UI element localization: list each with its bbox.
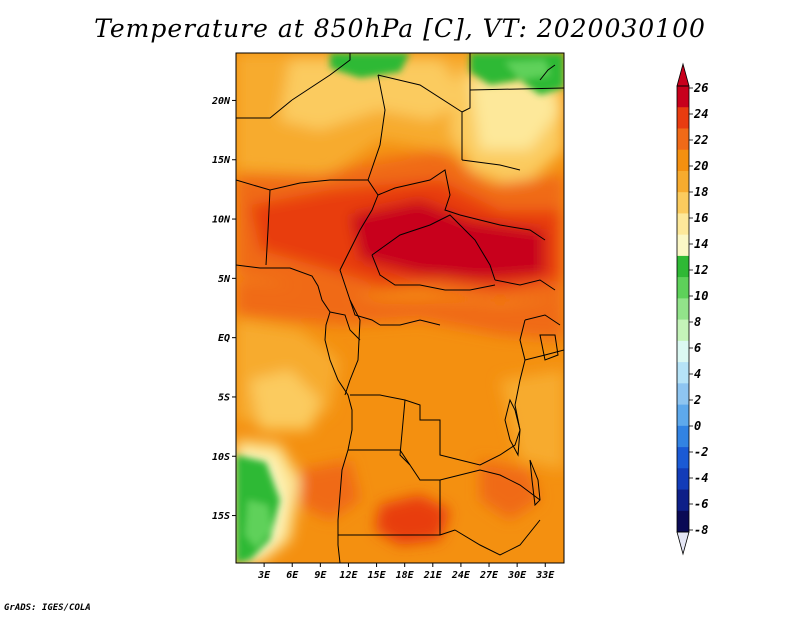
colorbar-swatch: [677, 277, 689, 299]
colorbar-label: -8: [694, 523, 708, 537]
colorbar-label: -6: [694, 497, 708, 511]
colorbar-label: 16: [694, 211, 708, 225]
colorbar-label: -4: [694, 471, 708, 485]
colorbar-swatch: [677, 404, 689, 427]
colorbar-swatch: [677, 107, 689, 129]
colorbar-over-arrow: [676, 62, 690, 87]
lon-tick-label: 30E: [507, 570, 527, 581]
colorbar-label: 10: [694, 289, 708, 303]
lat-tick-label: EQ: [218, 333, 230, 344]
lon-tick-label: 15E: [368, 570, 387, 581]
lon-tick-label: 21E: [423, 570, 443, 581]
colorbar-swatch: [677, 255, 689, 278]
colorbar-swatch: [677, 234, 689, 257]
lat-tick-label: 5N: [218, 274, 231, 285]
colorbar-label: -2: [694, 445, 708, 459]
colorbar-swatch: [677, 128, 689, 151]
grads-credit: GrADS: IGES/COLA: [4, 603, 91, 613]
colorbar-label: 12: [694, 263, 708, 277]
colorbar-swatch: [677, 86, 689, 108]
colorbar-swatch: [677, 362, 689, 384]
colorbar-label: 18: [694, 185, 708, 199]
plot-frame: [235, 52, 565, 564]
colorbar-swatch: [677, 170, 689, 193]
colorbar-label: 14: [694, 237, 708, 251]
colorbar-label: 24: [693, 107, 708, 121]
lon-tick-label: 12E: [339, 570, 358, 581]
colorbar-swatch: [677, 192, 689, 214]
lat-tick-label: 20N: [211, 96, 231, 107]
colorbar-swatch: [677, 319, 689, 342]
colorbar-swatch: [677, 468, 689, 490]
lat-tick-label: 5S: [218, 392, 230, 403]
colorbar-label: 4: [694, 367, 701, 381]
colorbar-label: 26: [693, 81, 708, 95]
temperature-field: [236, 53, 564, 563]
colorbar-label: 22: [693, 133, 708, 147]
lat-tick-label: 15N: [212, 155, 231, 166]
colorbar-label: 0: [694, 419, 701, 433]
colorbar-label: 6: [694, 341, 701, 355]
lon-tick-label: 27E: [479, 570, 499, 581]
lat-tick-label: 10N: [212, 215, 231, 226]
colorbar-swatch: [677, 447, 689, 469]
colorbar-swatch: [677, 149, 689, 172]
map-title: Temperature at 850hPa [C], VT: 202003010…: [94, 14, 706, 43]
lon-tick-label: 33E: [535, 570, 555, 581]
colorbar-label: 8: [694, 315, 701, 329]
country-boundaries: [236, 53, 564, 563]
colorbar-swatch: [677, 425, 689, 448]
lon-tick-label: 6E: [286, 570, 299, 581]
colorbar-label: 2: [693, 393, 701, 407]
colorbar-swatch: [677, 298, 689, 320]
longitude-axis: 3E 6E 9E 12E 15E 18E 21E 24E 27E 30E 33E: [257, 563, 555, 581]
lat-tick-label: 15S: [212, 511, 230, 522]
latitude-axis: 20N 15N 10N 5N EQ 5S 10S 15S: [211, 96, 236, 522]
colorbar-swatch: [677, 383, 689, 405]
lon-tick-label: 9E: [314, 570, 327, 581]
lon-tick-label: 18E: [396, 570, 415, 581]
colorbar-label: 20: [693, 159, 708, 173]
colorbar-outline: [676, 85, 690, 533]
lon-tick-label: 24E: [451, 570, 471, 581]
colorbar-swatch: [677, 213, 689, 235]
lon-tick-label: 3E: [257, 570, 271, 581]
colorbar-under-arrow: [676, 531, 690, 556]
colorbar-swatch: [677, 340, 689, 363]
colorbar-swatch: [677, 510, 689, 533]
lat-tick-label: 10S: [212, 452, 230, 463]
colorbar-swatch: [677, 489, 689, 512]
